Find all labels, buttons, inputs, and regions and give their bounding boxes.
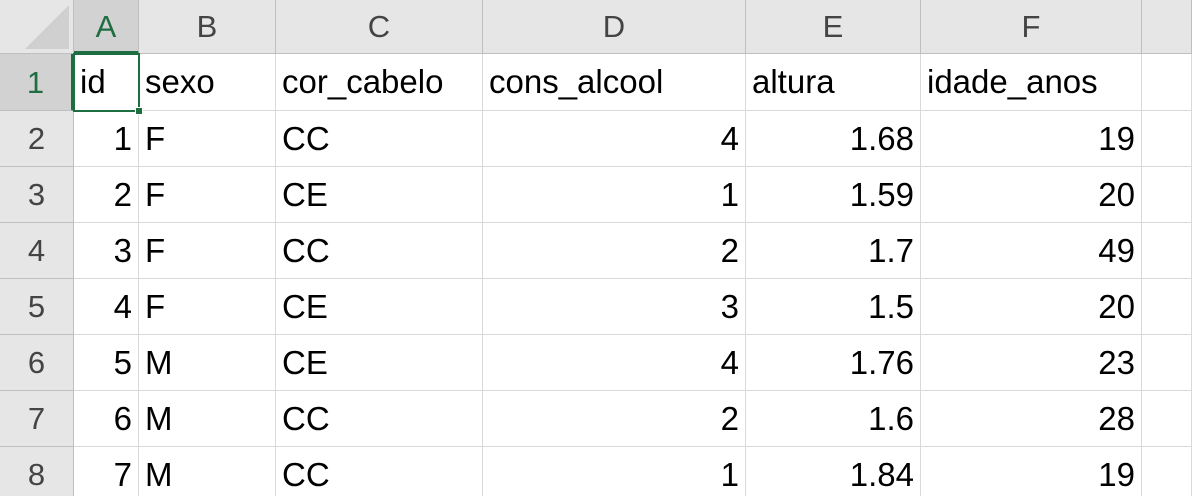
cell-g1[interactable]: [1142, 54, 1192, 111]
cell-g8[interactable]: [1142, 447, 1192, 496]
row-header-4[interactable]: 4: [0, 223, 74, 279]
cell-b1[interactable]: sexo: [139, 54, 276, 111]
cell-c5[interactable]: CE: [276, 279, 483, 335]
cell-a6[interactable]: 5: [74, 335, 139, 391]
column-header-b[interactable]: B: [139, 0, 276, 54]
select-all-triangle-icon: [25, 5, 69, 49]
cell-b7[interactable]: M: [139, 391, 276, 447]
row-header-8[interactable]: 8: [0, 447, 74, 496]
column-header-c[interactable]: C: [276, 0, 483, 54]
cell-a3[interactable]: 2: [74, 167, 139, 223]
cell-g4[interactable]: [1142, 223, 1192, 279]
cell-e7[interactable]: 1.6: [746, 391, 921, 447]
cell-e4[interactable]: 1.7: [746, 223, 921, 279]
cell-b3[interactable]: F: [139, 167, 276, 223]
cell-g3[interactable]: [1142, 167, 1192, 223]
cell-f5[interactable]: 20: [921, 279, 1142, 335]
row-header-5[interactable]: 5: [0, 279, 74, 335]
column-header-d[interactable]: D: [483, 0, 746, 54]
cell-e5[interactable]: 1.5: [746, 279, 921, 335]
cell-d3[interactable]: 1: [483, 167, 746, 223]
cell-f7[interactable]: 28: [921, 391, 1142, 447]
cell-c4[interactable]: CC: [276, 223, 483, 279]
cell-d5[interactable]: 3: [483, 279, 746, 335]
cell-c3[interactable]: CE: [276, 167, 483, 223]
column-header-e[interactable]: E: [746, 0, 921, 54]
column-header-next[interactable]: [1142, 0, 1192, 54]
cell-d7[interactable]: 2: [483, 391, 746, 447]
cell-c6[interactable]: CE: [276, 335, 483, 391]
cell-b5[interactable]: F: [139, 279, 276, 335]
cell-d4[interactable]: 2: [483, 223, 746, 279]
cell-c7[interactable]: CC: [276, 391, 483, 447]
row-header-2[interactable]: 2: [0, 111, 74, 167]
cell-g5[interactable]: [1142, 279, 1192, 335]
cell-c2[interactable]: CC: [276, 111, 483, 167]
cell-f4[interactable]: 49: [921, 223, 1142, 279]
cell-g6[interactable]: [1142, 335, 1192, 391]
cell-b8[interactable]: M: [139, 447, 276, 496]
cell-f2[interactable]: 19: [921, 111, 1142, 167]
cell-e3[interactable]: 1.59: [746, 167, 921, 223]
cell-g7[interactable]: [1142, 391, 1192, 447]
cell-d2[interactable]: 4: [483, 111, 746, 167]
select-all-corner[interactable]: [0, 0, 74, 54]
cell-e2[interactable]: 1.68: [746, 111, 921, 167]
cell-e8[interactable]: 1.84: [746, 447, 921, 496]
cell-d8[interactable]: 1: [483, 447, 746, 496]
cell-b6[interactable]: M: [139, 335, 276, 391]
cell-g2[interactable]: [1142, 111, 1192, 167]
cell-f3[interactable]: 20: [921, 167, 1142, 223]
cell-e1[interactable]: altura: [746, 54, 921, 111]
cell-a4[interactable]: 3: [74, 223, 139, 279]
cell-d1[interactable]: cons_alcool: [483, 54, 746, 111]
fill-handle[interactable]: [135, 107, 143, 115]
column-header-a[interactable]: A: [74, 0, 139, 54]
row-header-1[interactable]: 1: [0, 54, 74, 111]
cell-f8[interactable]: 19: [921, 447, 1142, 496]
cell-f1[interactable]: idade_anos: [921, 54, 1142, 111]
row-header-7[interactable]: 7: [0, 391, 74, 447]
cell-a5[interactable]: 4: [74, 279, 139, 335]
cell-a2[interactable]: 1: [74, 111, 139, 167]
cell-a7[interactable]: 6: [74, 391, 139, 447]
cell-d6[interactable]: 4: [483, 335, 746, 391]
row-header-6[interactable]: 6: [0, 335, 74, 391]
row-header-3[interactable]: 3: [0, 167, 74, 223]
cell-b4[interactable]: F: [139, 223, 276, 279]
column-header-f[interactable]: F: [921, 0, 1142, 54]
cell-f6[interactable]: 23: [921, 335, 1142, 391]
cell-b2[interactable]: F: [139, 111, 276, 167]
cell-e6[interactable]: 1.76: [746, 335, 921, 391]
cell-c1[interactable]: cor_cabelo: [276, 54, 483, 111]
cell-a1[interactable]: id: [74, 54, 139, 111]
cell-c8[interactable]: CC: [276, 447, 483, 496]
cell-a8[interactable]: 7: [74, 447, 139, 496]
